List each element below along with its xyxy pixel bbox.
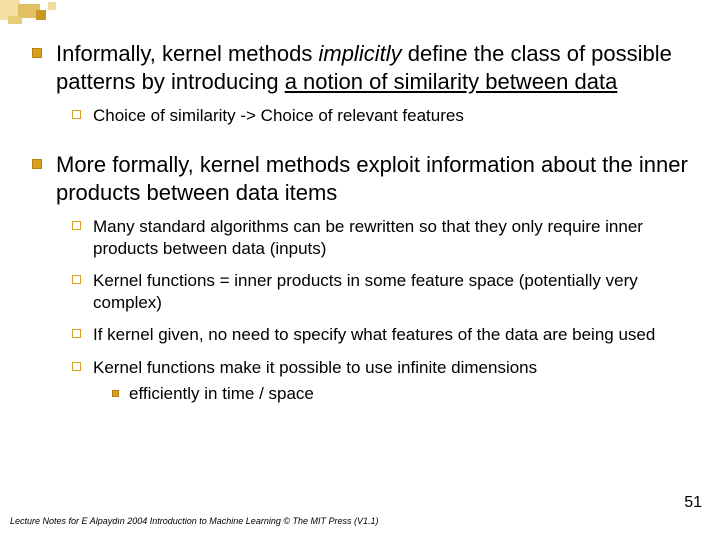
sub-list-1: Choice of similarity -> Choice of releva… (72, 105, 700, 127)
sub-bullet: If kernel given, no need to specify what… (72, 324, 700, 346)
sub-bullet: Choice of similarity -> Choice of releva… (72, 105, 700, 127)
text-pre: Informally, kernel methods (56, 41, 318, 66)
hollow-square-icon (72, 221, 81, 230)
hollow-square-icon (72, 329, 81, 338)
small-square-icon (112, 390, 119, 397)
sub-text: Kernel functions make it possible to use… (93, 357, 537, 379)
main-bullet-2: More formally, kernel methods exploit in… (32, 151, 700, 206)
tert-text: efficiently in time / space (129, 383, 314, 405)
slide-content: Informally, kernel methods implicitly de… (32, 40, 700, 417)
hollow-square-icon (72, 275, 81, 284)
sub-bullet: Kernel functions make it possible to use… (72, 357, 700, 379)
sub-text: Kernel functions = inner products in som… (93, 270, 700, 314)
hollow-square-icon (72, 362, 81, 371)
sub-text: Many standard algorithms can be rewritte… (93, 216, 700, 260)
sub-list-2: Many standard algorithms can be rewritte… (72, 216, 700, 405)
main-text-2: More formally, kernel methods exploit in… (56, 151, 700, 206)
sub-text: Choice of similarity -> Choice of releva… (93, 105, 464, 127)
sub-bullet: Kernel functions = inner products in som… (72, 270, 700, 314)
square-bullet-icon (32, 159, 42, 169)
page-number: 51 (684, 494, 702, 512)
tert-bullet: efficiently in time / space (112, 383, 700, 405)
corner-decoration (0, 0, 70, 28)
footnote: Lecture Notes for E Alpaydın 2004 Introd… (10, 516, 379, 526)
main-bullet-1: Informally, kernel methods implicitly de… (32, 40, 700, 95)
tert-list: efficiently in time / space (112, 383, 700, 405)
text-underline: a notion of similarity between data (285, 69, 618, 94)
sub-text: If kernel given, no need to specify what… (93, 324, 655, 346)
text-em: implicitly (318, 41, 401, 66)
main-text-1: Informally, kernel methods implicitly de… (56, 40, 700, 95)
square-bullet-icon (32, 48, 42, 58)
hollow-square-icon (72, 110, 81, 119)
sub-bullet: Many standard algorithms can be rewritte… (72, 216, 700, 260)
